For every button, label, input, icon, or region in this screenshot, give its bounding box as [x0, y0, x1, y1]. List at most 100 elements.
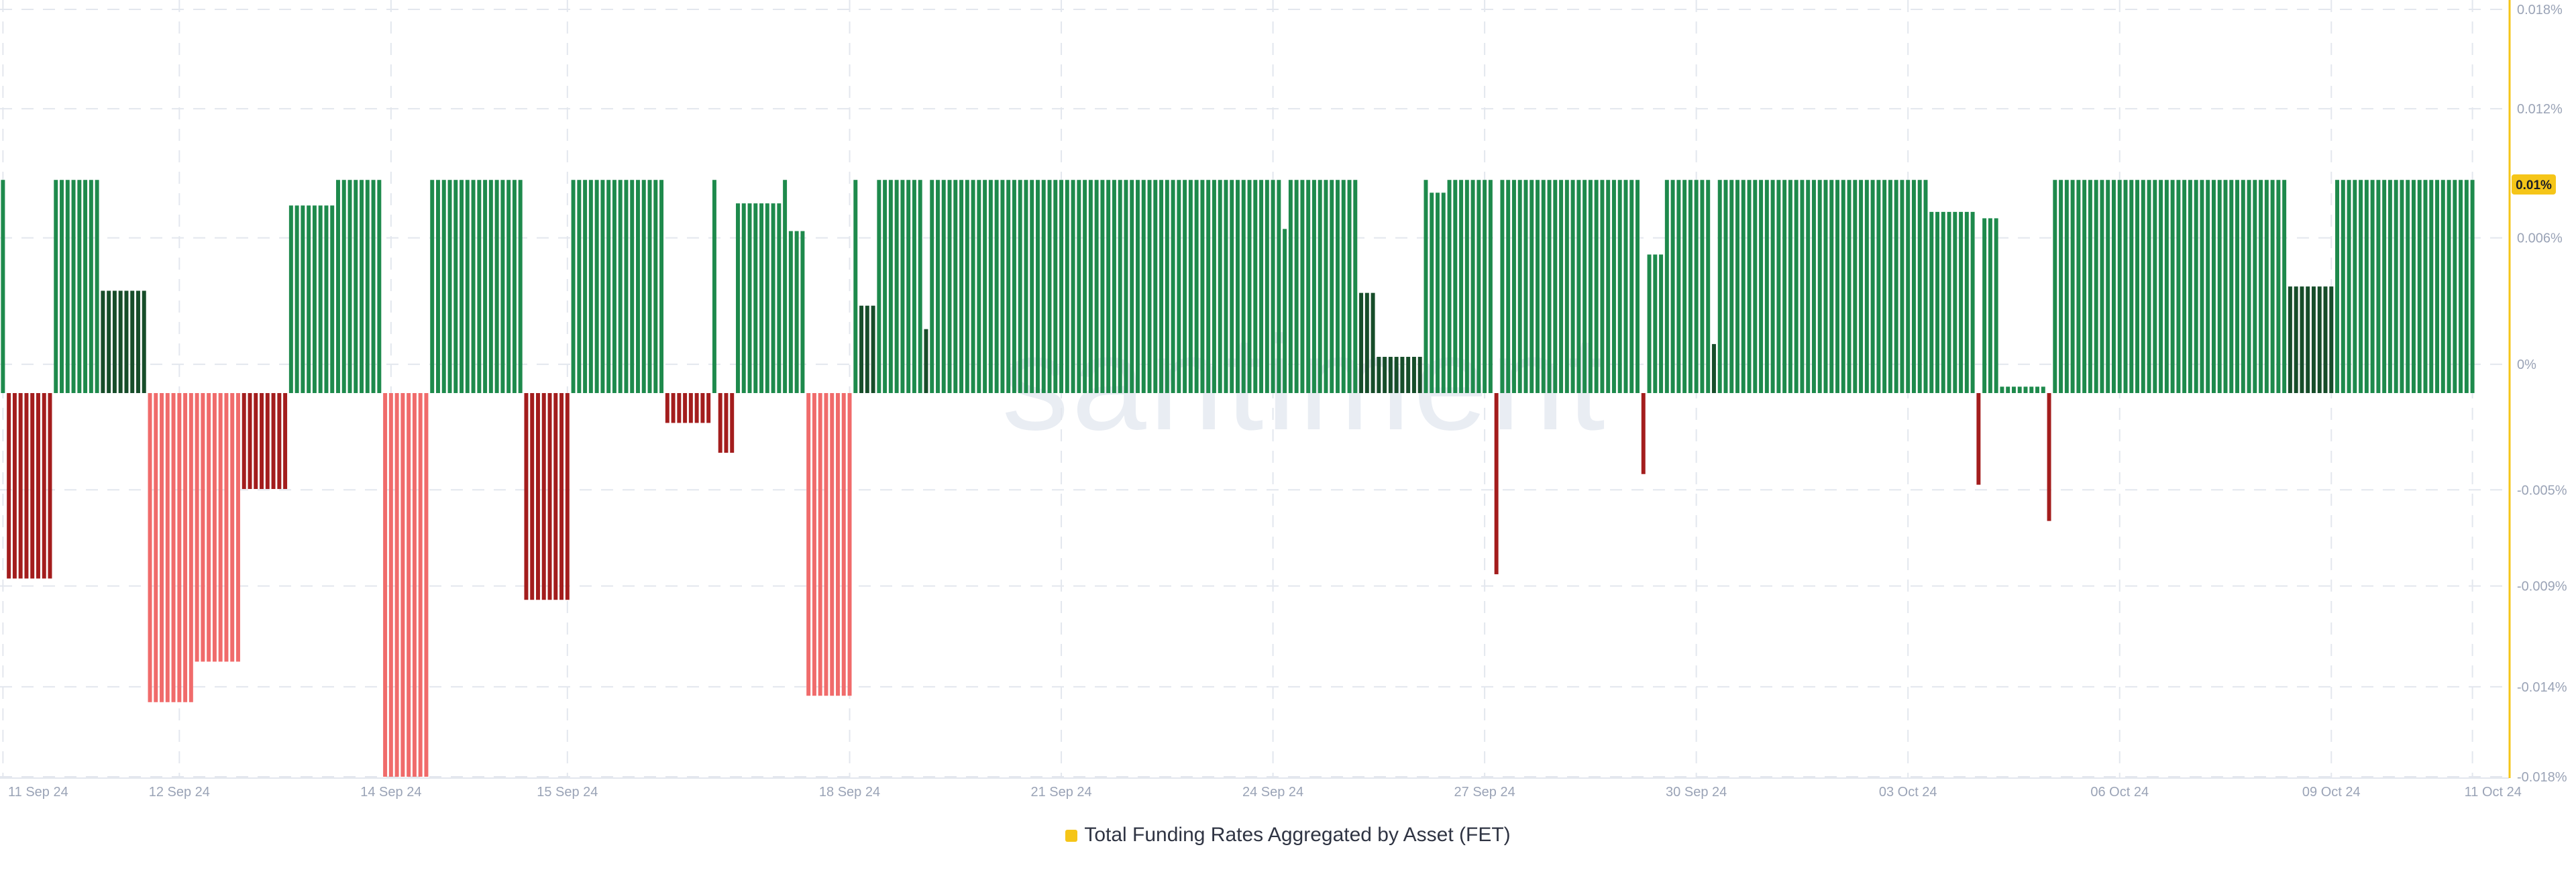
bar[interactable] — [1294, 180, 1299, 393]
bar[interactable] — [1194, 180, 1199, 393]
bar[interactable] — [1870, 180, 1875, 393]
bar[interactable] — [1065, 180, 1069, 393]
bar[interactable] — [2435, 180, 2440, 393]
bar[interactable] — [2423, 180, 2428, 393]
bar[interactable] — [1553, 180, 1558, 393]
bar[interactable] — [335, 180, 340, 393]
bar[interactable] — [1559, 180, 1564, 393]
bar[interactable] — [1183, 180, 1187, 393]
bar[interactable] — [959, 180, 964, 393]
bar[interactable] — [2147, 180, 2151, 393]
bar[interactable] — [1394, 356, 1399, 393]
bar[interactable] — [2270, 180, 2275, 393]
bar[interactable] — [665, 393, 669, 423]
bar[interactable] — [1077, 180, 1081, 393]
bar[interactable] — [871, 305, 875, 393]
bar[interactable] — [765, 203, 769, 393]
bar[interactable] — [1406, 356, 1411, 393]
bar[interactable] — [2229, 180, 2234, 393]
bar[interactable] — [1929, 211, 1934, 393]
bar[interactable] — [1741, 180, 1746, 393]
bar[interactable] — [1800, 180, 1805, 393]
bar[interactable] — [235, 393, 240, 662]
bar[interactable] — [2070, 180, 2075, 393]
bar[interactable] — [407, 393, 411, 777]
bar[interactable] — [988, 180, 993, 393]
bar[interactable] — [1277, 180, 1281, 393]
bar[interactable] — [912, 180, 916, 393]
bar[interactable] — [1359, 292, 1364, 393]
bar[interactable] — [371, 180, 376, 393]
bar[interactable] — [1411, 356, 1416, 393]
bar[interactable] — [18, 393, 23, 579]
bar[interactable] — [2306, 286, 2310, 393]
bar[interactable] — [1417, 356, 1422, 393]
bar[interactable] — [1776, 180, 1781, 393]
bar[interactable] — [1717, 180, 1722, 393]
bar[interactable] — [2017, 386, 2022, 393]
bar[interactable] — [694, 393, 699, 423]
bar[interactable] — [2076, 180, 2081, 393]
bar[interactable] — [2170, 180, 2175, 393]
bar[interactable] — [154, 393, 158, 702]
bar[interactable] — [947, 180, 952, 393]
bar[interactable] — [2006, 386, 2010, 393]
bar[interactable] — [1083, 180, 1087, 393]
bar[interactable] — [142, 290, 146, 393]
bar[interactable] — [1770, 180, 1775, 393]
bar[interactable] — [1000, 180, 1005, 393]
bar[interactable] — [2400, 180, 2404, 393]
bar[interactable] — [377, 180, 382, 393]
bar[interactable] — [2294, 286, 2298, 393]
bar[interactable] — [54, 180, 58, 393]
bar[interactable] — [241, 393, 246, 489]
bar[interactable] — [1318, 180, 1322, 393]
bar[interactable] — [1688, 180, 1693, 393]
bar[interactable] — [994, 180, 999, 393]
bar[interactable] — [924, 329, 928, 393]
bar[interactable] — [447, 180, 452, 393]
bar[interactable] — [2153, 180, 2157, 393]
bar[interactable] — [412, 393, 417, 777]
bar[interactable] — [418, 393, 423, 777]
bar[interactable] — [1753, 180, 1758, 393]
bar[interactable] — [1141, 180, 1146, 393]
bar[interactable] — [2335, 180, 2340, 393]
bar[interactable] — [2453, 180, 2457, 393]
bar[interactable] — [330, 205, 335, 393]
bar[interactable] — [341, 180, 346, 393]
bar[interactable] — [7, 393, 11, 579]
bar[interactable] — [2241, 180, 2245, 393]
bar[interactable] — [1459, 180, 1464, 393]
bar[interactable] — [1523, 180, 1528, 393]
bar[interactable] — [1888, 180, 1892, 393]
bar[interactable] — [2370, 180, 2375, 393]
bar[interactable] — [494, 180, 499, 393]
bar[interactable] — [2376, 180, 2381, 393]
bar[interactable] — [1247, 180, 1252, 393]
bar[interactable] — [1100, 180, 1105, 393]
bar[interactable] — [1336, 180, 1340, 393]
bar[interactable] — [2223, 180, 2228, 393]
bar[interactable] — [347, 180, 352, 393]
bar[interactable] — [1941, 211, 1945, 393]
bar[interactable] — [107, 290, 111, 393]
bar[interactable] — [747, 203, 752, 393]
bar[interactable] — [2206, 180, 2210, 393]
bar[interactable] — [1041, 180, 1046, 393]
bar[interactable] — [136, 290, 140, 393]
bar[interactable] — [777, 203, 782, 393]
bar[interactable] — [383, 393, 388, 777]
bar[interactable] — [553, 393, 558, 600]
bar[interactable] — [2464, 180, 2469, 393]
bar[interactable] — [2329, 286, 2334, 393]
bar[interactable] — [2047, 393, 2051, 521]
bar[interactable] — [248, 393, 252, 489]
bar[interactable] — [1829, 180, 1834, 393]
bar[interactable] — [1271, 180, 1275, 393]
bar[interactable] — [806, 393, 811, 696]
bar[interactable] — [918, 180, 922, 393]
bar[interactable] — [718, 393, 722, 453]
bar[interactable] — [318, 205, 323, 393]
bar[interactable] — [477, 180, 482, 393]
